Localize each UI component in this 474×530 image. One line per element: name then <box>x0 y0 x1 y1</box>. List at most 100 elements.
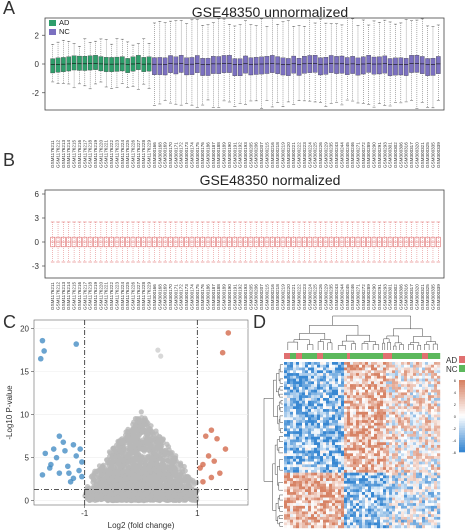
panel-d-heatmap-cell <box>335 392 339 396</box>
panel-d-heatmap-cell <box>401 367 405 371</box>
panel-d-heatmap-cell <box>299 367 303 371</box>
panel-d-heatmap-cell <box>401 406 405 410</box>
panel-d-heatmap-cell <box>323 409 327 412</box>
panel-d-heatmap-cell <box>419 392 423 396</box>
panel-d-heatmap-cell <box>389 381 393 385</box>
panel-c-ns-point <box>144 440 150 446</box>
panel-d-heatmap-cell <box>359 417 363 421</box>
panel-d-heatmap-cell <box>383 384 387 388</box>
panel-d-heatmap-cell <box>434 364 438 368</box>
panel-d-heatmap-cell <box>386 414 390 418</box>
panel-d-heatmap-cell <box>377 392 381 396</box>
panel-c-down-point <box>39 337 46 344</box>
panel-d-heatmap-cell <box>422 397 426 401</box>
panel-c-ns-point <box>170 455 177 462</box>
panel-c-ns-point <box>118 477 124 483</box>
panel-d-heatmap-cell <box>314 420 318 424</box>
panel-a-legend-ad: AD <box>49 18 69 27</box>
panel-d-heatmap-cell <box>302 411 306 415</box>
panel-d-heatmap-cell <box>434 375 438 379</box>
panel-a-sample-label: GSM300170 <box>168 142 173 168</box>
panel-c-ns-point <box>138 453 144 459</box>
panel-d-heatmap-cell <box>413 403 417 407</box>
panel-a-sample-label: GSM300169 <box>163 142 168 168</box>
panel-d-heatmap-cell <box>368 375 372 379</box>
panel-d-heatmap-cell <box>362 373 366 377</box>
panel-a-sample-label: GSM300171 <box>173 142 178 168</box>
panel-d-heatmap-cell <box>293 381 297 385</box>
panel-d-heatmap-cell <box>302 362 306 365</box>
panel-d-heatmap-cell <box>428 395 432 399</box>
panel-d-heatmap-cell <box>311 384 315 388</box>
panel-c-ns-point <box>82 493 88 499</box>
legend-label-ad: AD <box>59 18 70 27</box>
panel-d-heatmap-cell <box>305 389 309 393</box>
panel-c-up-point <box>205 453 212 459</box>
panel-d-heatmap-cell <box>308 378 312 382</box>
panel-d-heatmap-cell <box>359 367 363 371</box>
panel-d-heatmap-cell <box>308 375 312 379</box>
panel-d-heatmap-cell <box>299 381 303 385</box>
panel-d-heatmap-cell <box>335 417 339 421</box>
panel-d-heatmap-cell <box>419 362 423 365</box>
panel-d-heatmap-cell <box>425 400 429 404</box>
panel-d-heatmap-cell <box>392 395 396 399</box>
panel-c-letter: C <box>3 312 16 332</box>
panel-d-heatmap-cell <box>329 364 333 368</box>
panel-a-box-nc <box>205 58 211 76</box>
panel-d-heatmap-cell <box>356 367 360 371</box>
panel-d-heatmap-cell <box>410 414 414 418</box>
panel-a-sample-label: GSM300317 <box>409 142 414 168</box>
panel-d-group-ad <box>383 353 387 359</box>
panel-d-heatmap-cell <box>350 422 354 426</box>
panel-c-ns-point <box>125 464 131 470</box>
panel-d-group-ad <box>284 353 288 359</box>
panel-d-heatmap-cell <box>332 417 336 421</box>
panel-d-heatmap-cell <box>383 400 387 404</box>
panel-d-heatmap-cell <box>389 370 393 374</box>
panel-c-ns-point <box>145 481 151 487</box>
panel-d-heatmap-cell <box>341 420 345 424</box>
panel-d-heatmap-cell <box>332 422 336 426</box>
panel-c-ns-point <box>188 497 194 503</box>
panel-d-heatmap-cell <box>404 364 408 368</box>
panel-d-heatmap-cell <box>311 409 315 412</box>
panel-d-group-nc <box>305 353 309 359</box>
panel-c-ns-point <box>161 465 167 471</box>
panel-d-heatmap-cell <box>383 381 387 385</box>
panel-d-heatmap-cell <box>404 373 408 377</box>
panel-d-heatmap-cell <box>374 367 378 371</box>
panel-d-group-nc <box>311 353 315 359</box>
panel-d-heatmap-cell <box>425 420 429 424</box>
panel-c-ytick-label: 0 <box>25 497 30 506</box>
panel-d-heatmap-cell <box>416 362 420 365</box>
panel-b-sample-label: GSM300172 <box>179 284 184 310</box>
panel-d-heatmap-cell <box>359 378 363 382</box>
panel-a-sample-label: GSM300206 <box>254 142 259 168</box>
panel-c-ns-point <box>120 496 126 502</box>
panel-d-heatmap-cell <box>404 417 408 421</box>
panel-d-heatmap-cell <box>434 420 438 424</box>
panel-d-heatmap-cell <box>413 409 417 412</box>
panel-d-heatmap-cell <box>365 389 369 393</box>
panel-d-heatmap-cell <box>377 362 381 365</box>
panel-d-heatmap-cell <box>293 395 297 399</box>
panel-d-heatmap-cell <box>404 395 408 399</box>
panel-d-heatmap-cell <box>368 389 372 393</box>
panel-d-heatmap-cell <box>371 378 375 382</box>
panel-d-heatmap-cell <box>302 409 306 412</box>
panel-d-heatmap-cell <box>293 403 297 407</box>
panel-b-sample-label: GSM1176214 <box>66 282 71 310</box>
panel-d-heatmap-cell <box>320 420 324 424</box>
panel-d-heatmap-cell <box>317 417 321 421</box>
panel-d-heatmap-cell <box>383 386 387 390</box>
panel-d-heatmap-cell <box>365 381 369 385</box>
panel-c-ns-point <box>114 482 120 488</box>
panel-d-heatmap-cell <box>401 417 405 421</box>
panel-a-box-nc <box>398 57 404 76</box>
panel-d-heatmap-cell <box>398 400 402 404</box>
panel-d-heatmap-cell <box>395 403 399 407</box>
panel-d-heatmap-cell <box>287 403 291 407</box>
panel-d-heatmap-cell <box>359 403 363 407</box>
